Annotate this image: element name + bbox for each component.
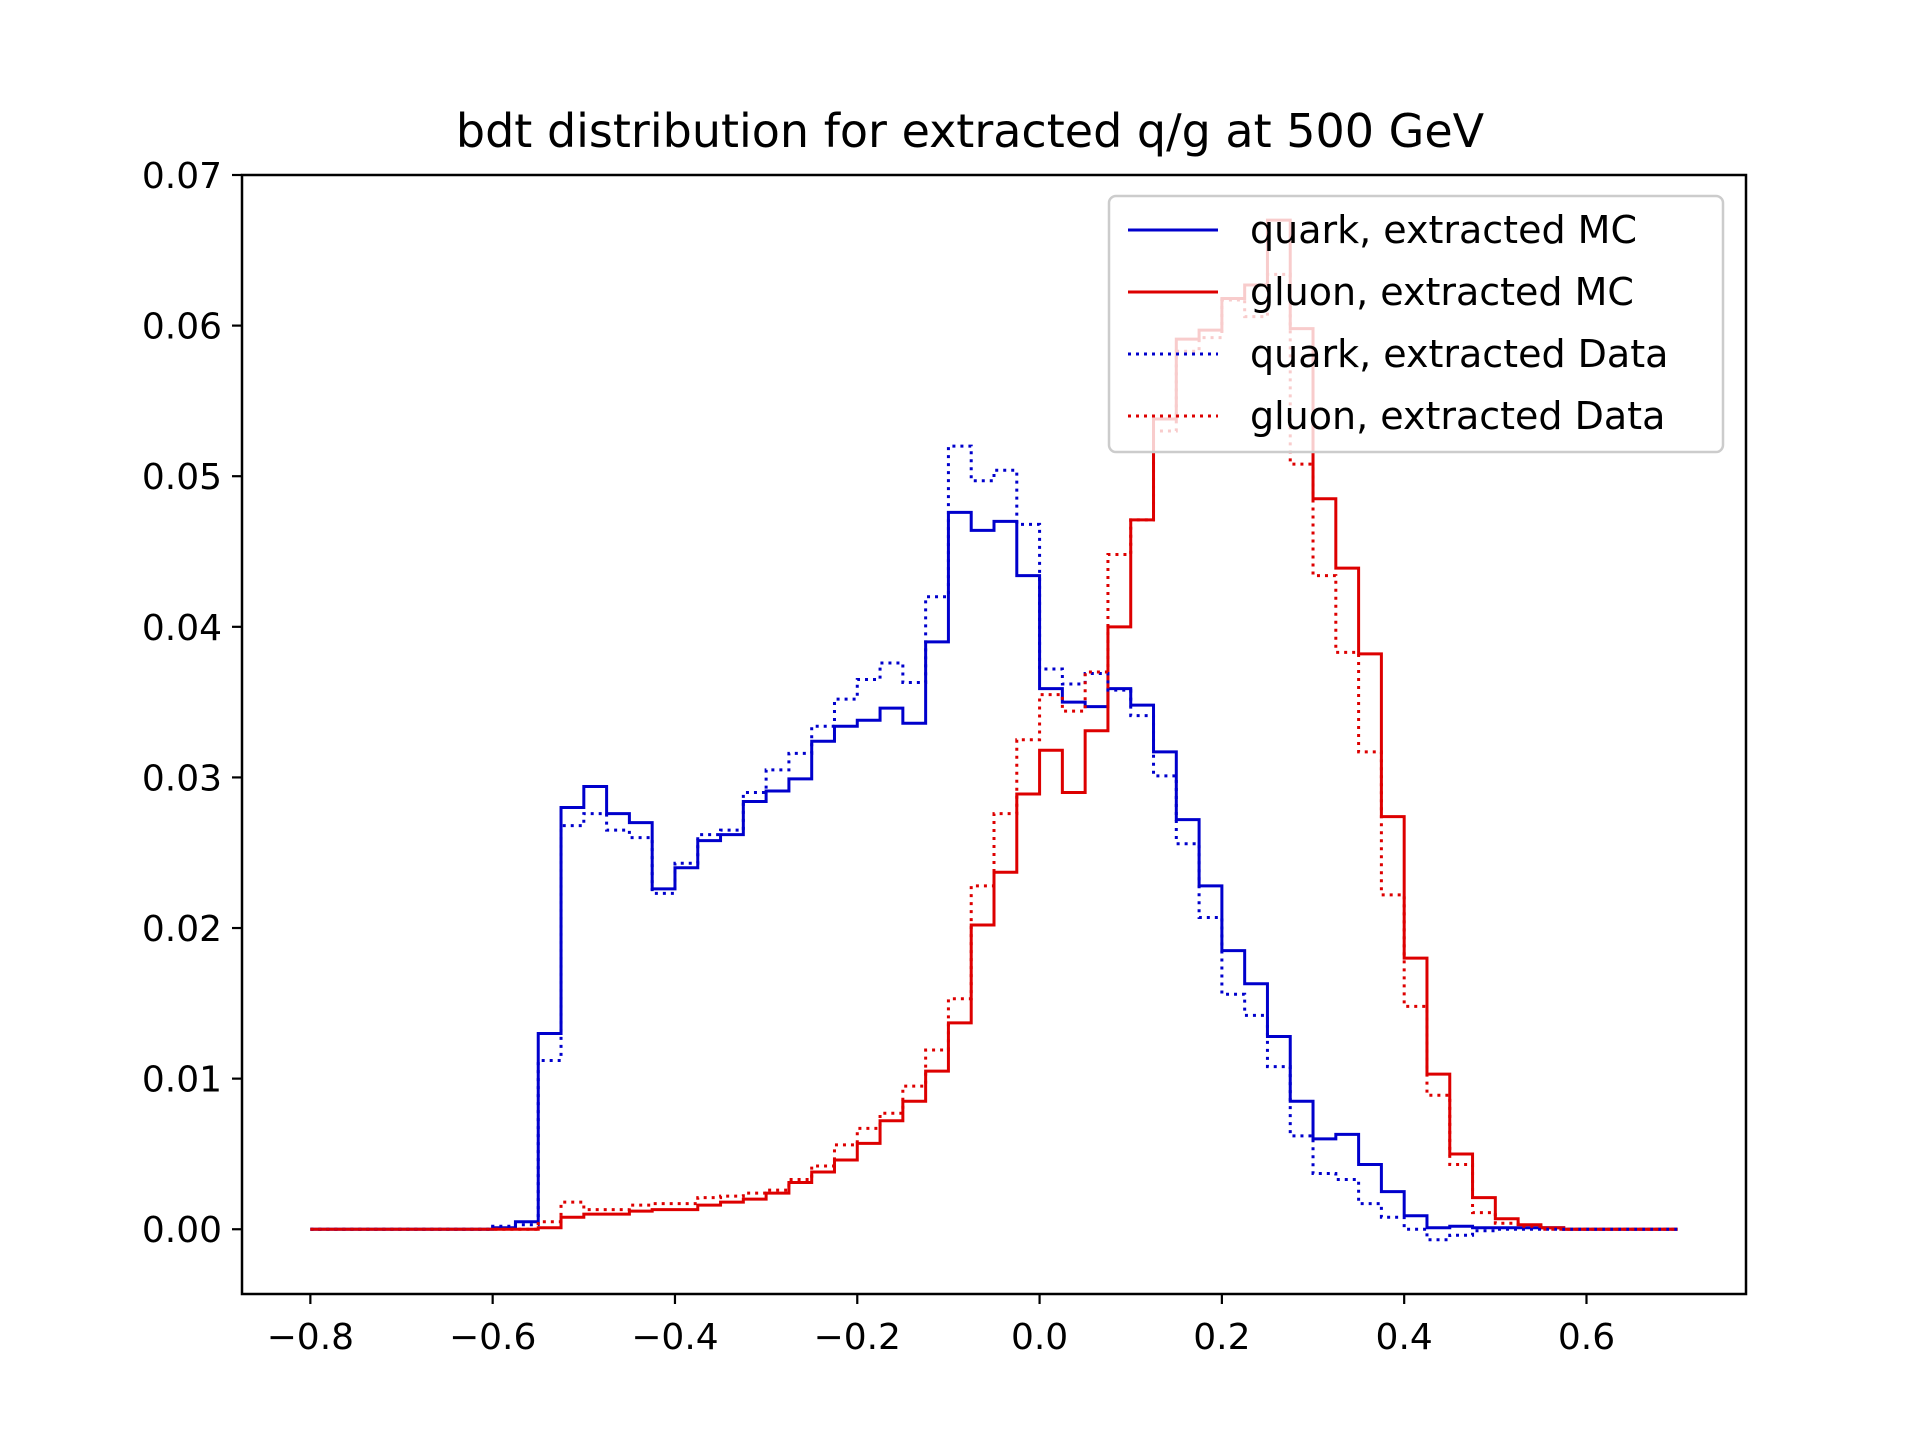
plot-frame bbox=[240, 173, 1748, 1296]
chart-title: bdt distribution for extracted q/g at 50… bbox=[456, 104, 1485, 158]
x-tick-label: 0.2 bbox=[1193, 1317, 1250, 1358]
x-tick-label: −0.4 bbox=[631, 1317, 718, 1358]
x-tick-label: −0.6 bbox=[449, 1317, 536, 1358]
x-tick-label: −0.2 bbox=[814, 1317, 901, 1358]
y-tick-label: 0.03 bbox=[142, 758, 222, 799]
series-line-4 bbox=[310, 272, 1678, 1231]
y-tick-label: 0.02 bbox=[142, 909, 222, 950]
x-tick-label: −0.8 bbox=[267, 1317, 354, 1358]
legend-label: quark, extracted MC bbox=[1250, 208, 1637, 252]
y-tick-label: 0.01 bbox=[142, 1060, 222, 1101]
x-tick-label: 0.6 bbox=[1558, 1317, 1615, 1358]
y-tick-label: 0.00 bbox=[142, 1210, 222, 1251]
legend: quark, extracted MC gluon, extracted MC qu… bbox=[1107, 194, 1725, 454]
series-line-1 bbox=[310, 510, 1678, 1231]
series-layer bbox=[310, 218, 1678, 1242]
y-tick-label: 0.05 bbox=[142, 457, 222, 498]
x-tick-label: 0.4 bbox=[1376, 1317, 1433, 1358]
y-tick-label: 0.06 bbox=[142, 307, 222, 348]
axis-ticks: −0.8 −0.6 −0.4 −0.2 0.0 0.2 0.4 0.6 0.00 0.01 0.02… bbox=[142, 156, 1615, 1358]
series-line-3 bbox=[310, 444, 1678, 1242]
legend-label: quark, extracted Data bbox=[1250, 332, 1668, 376]
x-tick-label: 0.0 bbox=[1011, 1317, 1068, 1358]
legend-label: gluon, extracted Data bbox=[1250, 394, 1665, 438]
legend-box bbox=[1107, 194, 1725, 454]
legend-label: gluon, extracted MC bbox=[1250, 270, 1634, 314]
y-tick-label: 0.07 bbox=[142, 156, 222, 197]
y-tick-label: 0.04 bbox=[142, 608, 222, 649]
